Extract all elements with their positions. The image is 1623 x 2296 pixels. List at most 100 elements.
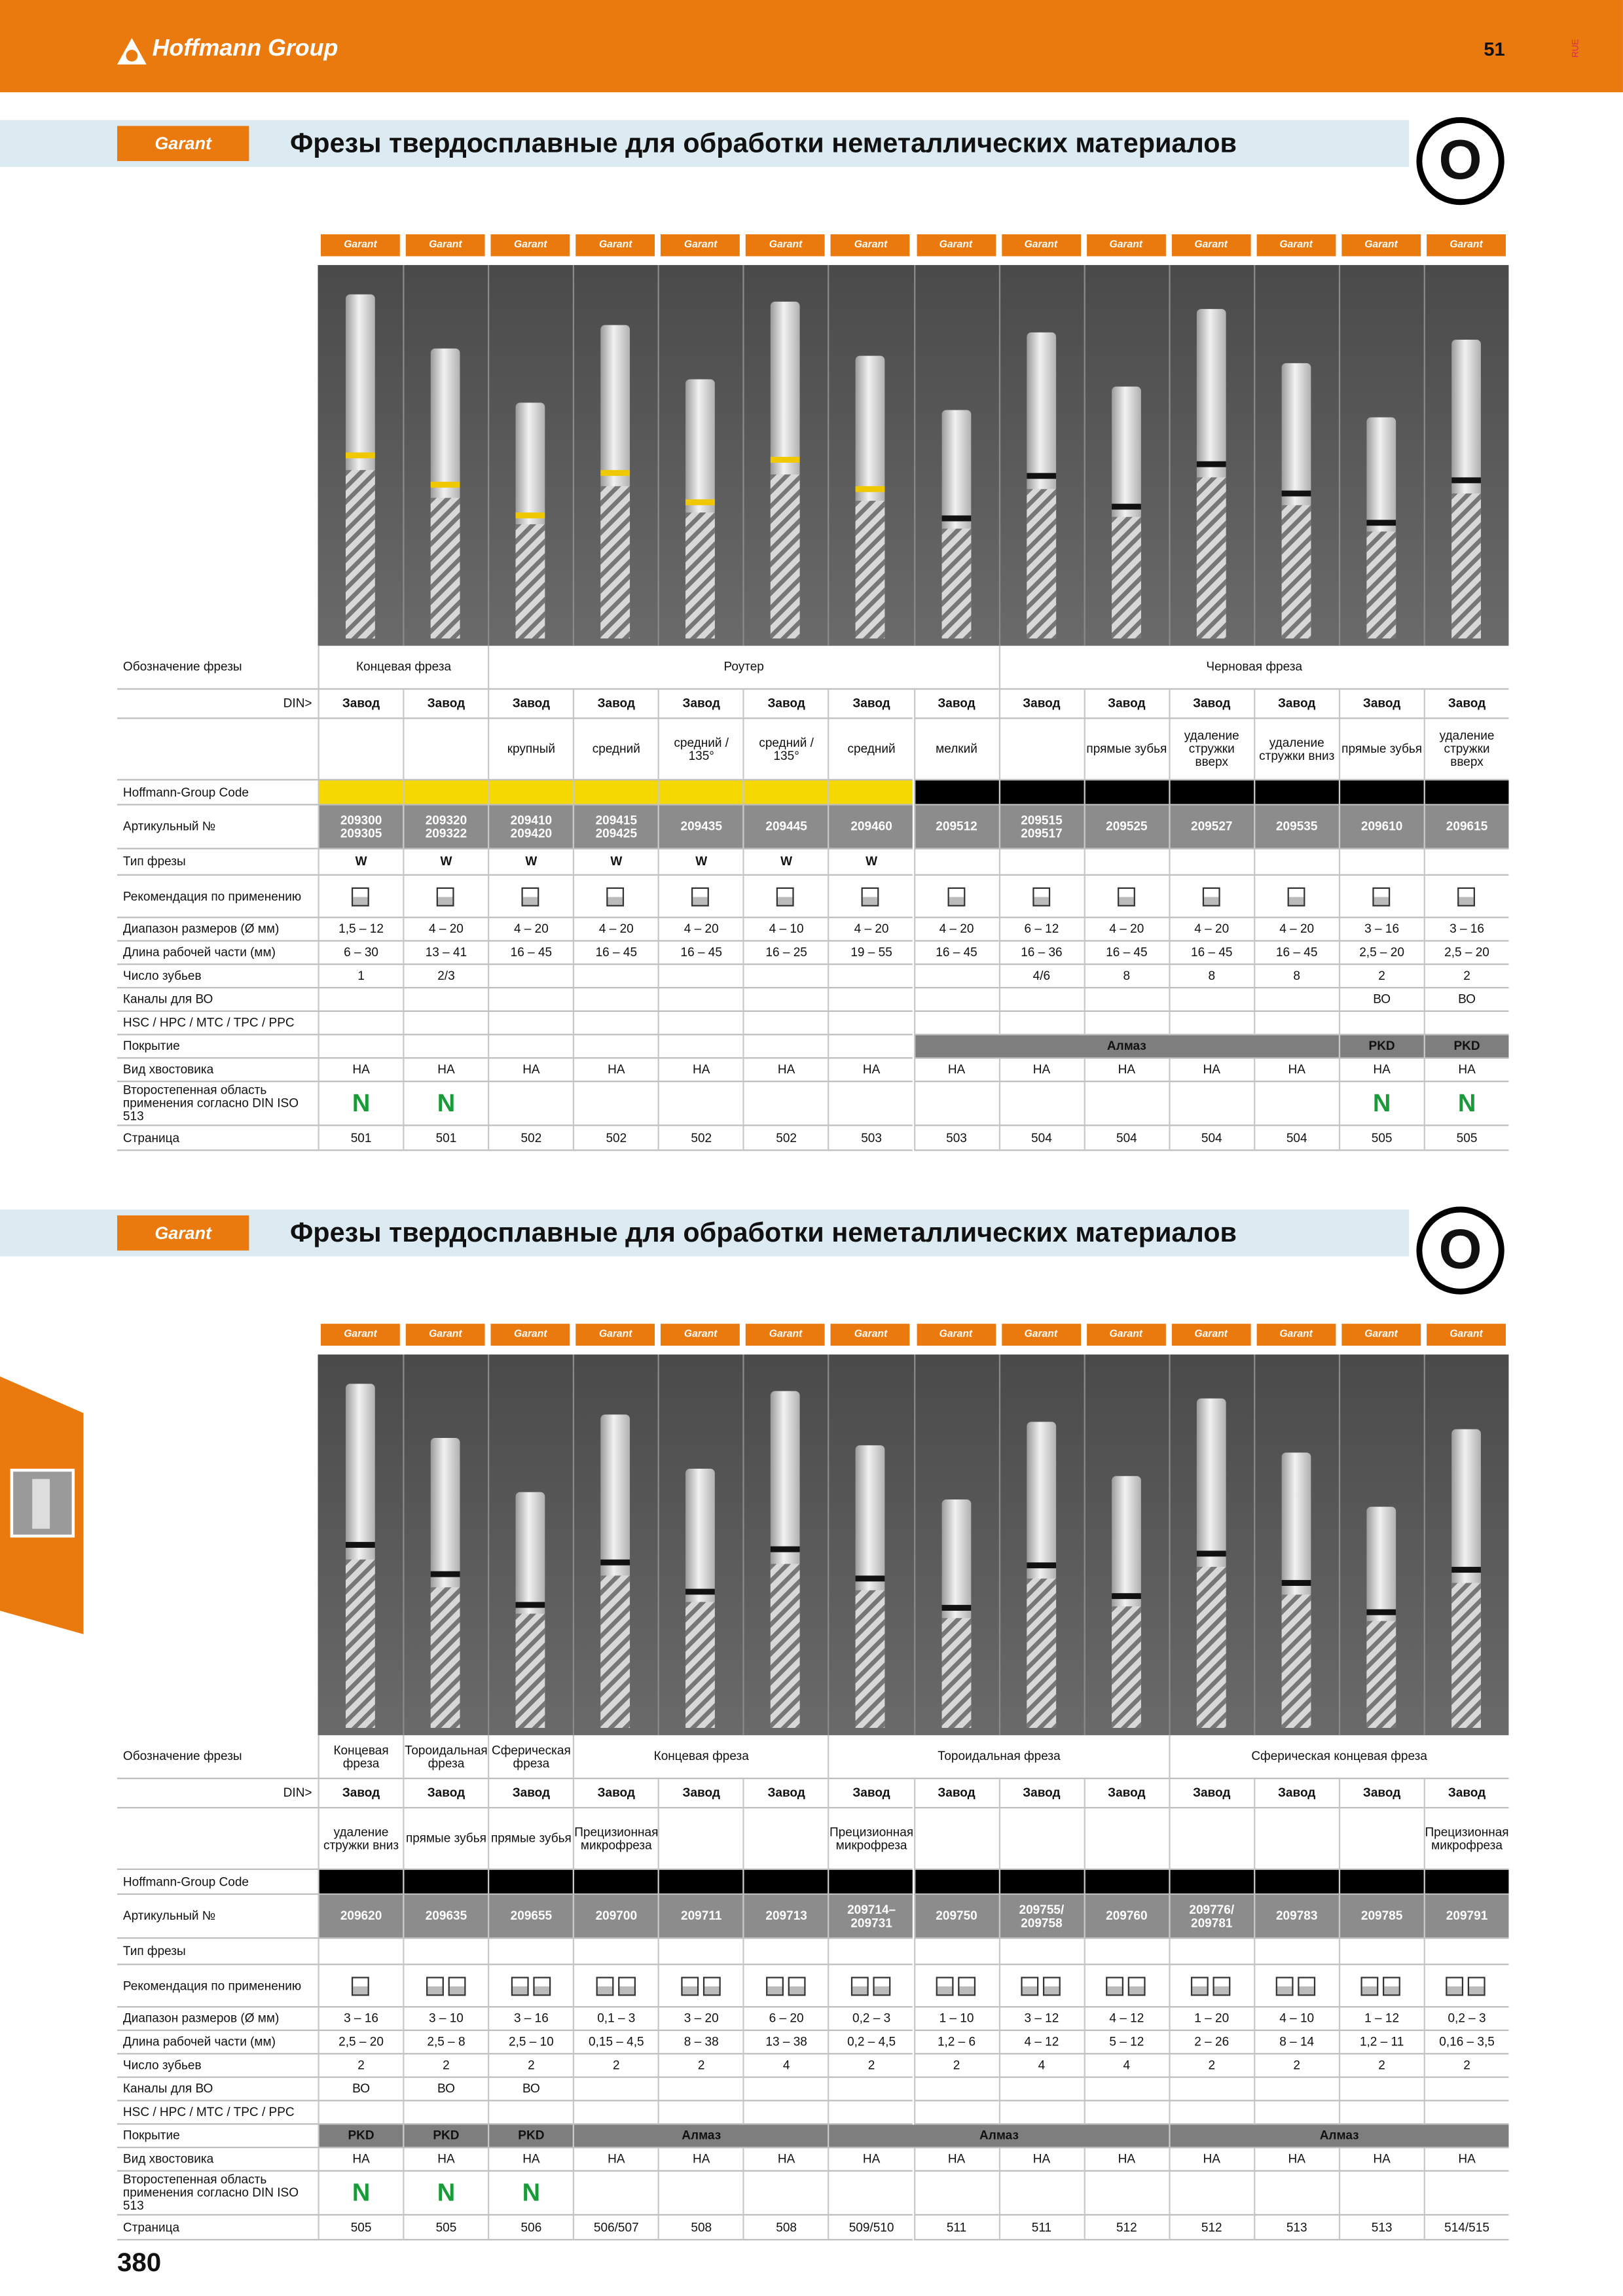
cell: N bbox=[1338, 1082, 1424, 1126]
cell: 508 bbox=[743, 2215, 828, 2241]
cell bbox=[658, 1965, 744, 2008]
cell: Завод bbox=[1338, 1779, 1424, 1809]
application-icon bbox=[862, 887, 880, 906]
row-label: Вид хвостовика bbox=[117, 2148, 318, 2172]
cell: 502 bbox=[658, 1126, 744, 1151]
cell: Завод bbox=[743, 1779, 828, 1809]
cell: 209620 bbox=[318, 1895, 403, 1939]
cell: Завод bbox=[743, 689, 828, 719]
brand-icon bbox=[117, 38, 147, 65]
cell: 4 – 10 bbox=[743, 918, 828, 942]
cell: PKD bbox=[403, 2125, 488, 2149]
cell: 511 bbox=[998, 2215, 1084, 2241]
cell: W bbox=[318, 849, 403, 876]
cell bbox=[1083, 1939, 1169, 1965]
cell bbox=[1338, 875, 1424, 918]
tool-ring bbox=[1366, 1609, 1396, 1616]
cell bbox=[658, 1808, 744, 1871]
cell bbox=[573, 1011, 659, 1035]
cell: 4 bbox=[1083, 2054, 1169, 2078]
column-brand: Garant bbox=[746, 234, 826, 257]
cell: удаление стружки вниз bbox=[318, 1808, 403, 1871]
tool-ring bbox=[515, 512, 545, 518]
cell: Алмаз bbox=[1168, 2125, 1509, 2149]
cell: 2,5 – 10 bbox=[488, 2031, 574, 2054]
row-label: Hoffmann-Group Code bbox=[117, 780, 318, 806]
cell: 4 – 20 bbox=[488, 918, 574, 942]
cell: 4 – 12 bbox=[998, 2031, 1084, 2054]
cell bbox=[998, 1965, 1084, 2008]
cell: 209776/ 209781 bbox=[1168, 1895, 1254, 1939]
cell: 503 bbox=[913, 1126, 998, 1151]
application-icon bbox=[532, 1977, 551, 1996]
cell bbox=[318, 2101, 403, 2125]
cell: Концевая фреза bbox=[318, 645, 488, 690]
tool-flute bbox=[771, 1563, 801, 1729]
cell: N bbox=[318, 1082, 403, 1126]
cell: 209525 bbox=[1083, 805, 1169, 850]
cell bbox=[828, 1035, 913, 1059]
code-cell bbox=[573, 780, 659, 806]
cell: HA bbox=[743, 1058, 828, 1083]
cell: 209435 bbox=[658, 805, 744, 850]
cell: 4/6 bbox=[998, 965, 1084, 989]
cell: 209460 bbox=[828, 805, 913, 850]
cell bbox=[1253, 875, 1339, 918]
tool-ring bbox=[1366, 520, 1396, 526]
cell bbox=[1083, 849, 1169, 876]
cell: N bbox=[1423, 1082, 1509, 1126]
cell bbox=[403, 2101, 488, 2125]
row-label: Покрытие bbox=[117, 2125, 318, 2149]
cell: крупный bbox=[488, 719, 574, 781]
row-label: Каналы для ВО bbox=[117, 988, 318, 1012]
cell: Алмаз bbox=[913, 1035, 1339, 1059]
cell: прямые зубья bbox=[1338, 719, 1424, 781]
cell bbox=[828, 1965, 913, 2008]
cell bbox=[1168, 1011, 1254, 1035]
cell: 209785 bbox=[1338, 1895, 1424, 1939]
cell: 1 – 12 bbox=[1338, 2007, 1424, 2032]
tool-flute bbox=[1451, 492, 1481, 639]
tool-flute bbox=[1111, 1605, 1141, 1729]
cell: Завод bbox=[1083, 689, 1169, 719]
cell: 4 – 10 bbox=[1253, 2007, 1339, 2032]
cell: 4 – 20 bbox=[658, 918, 744, 942]
footer-page-number: 380 bbox=[117, 2248, 162, 2278]
cell: 2,5 – 8 bbox=[403, 2031, 488, 2054]
tool-ring bbox=[1026, 473, 1056, 480]
column-brand: Garant bbox=[405, 234, 485, 257]
row-label: HSC / HPC / MTC / TPC / PPC bbox=[117, 1012, 318, 1035]
cell bbox=[998, 719, 1084, 781]
cell: 502 bbox=[573, 1126, 659, 1151]
cell bbox=[1083, 1082, 1169, 1126]
cell bbox=[403, 1011, 488, 1035]
cell bbox=[658, 1011, 744, 1035]
photo-divider bbox=[1083, 1354, 1085, 1736]
code-cell bbox=[658, 1870, 744, 1895]
cell: Завод bbox=[573, 689, 659, 719]
photo-divider bbox=[998, 1354, 1000, 1736]
cell: HA bbox=[1168, 1058, 1254, 1083]
application-icon bbox=[1202, 887, 1220, 906]
cell: Черновая фреза bbox=[998, 645, 1509, 690]
cell bbox=[318, 1965, 403, 2008]
application-icon bbox=[521, 887, 539, 906]
cell: 2 bbox=[1423, 2054, 1509, 2078]
cell bbox=[1168, 2077, 1254, 2102]
cell bbox=[1083, 2101, 1169, 2125]
column-brand: Garant bbox=[1171, 234, 1251, 257]
cell bbox=[573, 2171, 659, 2216]
cell bbox=[573, 1939, 659, 1965]
cell: N bbox=[488, 2171, 574, 2216]
cell: прямые зубья bbox=[403, 1808, 488, 1871]
photo-divider bbox=[913, 264, 915, 646]
cell: Завод bbox=[658, 689, 744, 719]
application-icon bbox=[776, 887, 795, 906]
cell bbox=[658, 2077, 744, 2102]
application-icon bbox=[1128, 1977, 1146, 1996]
cell: 503 bbox=[828, 1126, 913, 1151]
cell: HA bbox=[828, 1058, 913, 1083]
cell bbox=[488, 1082, 574, 1126]
cell bbox=[488, 988, 574, 1012]
cell: Прецизионная микрофреза bbox=[573, 1808, 659, 1871]
